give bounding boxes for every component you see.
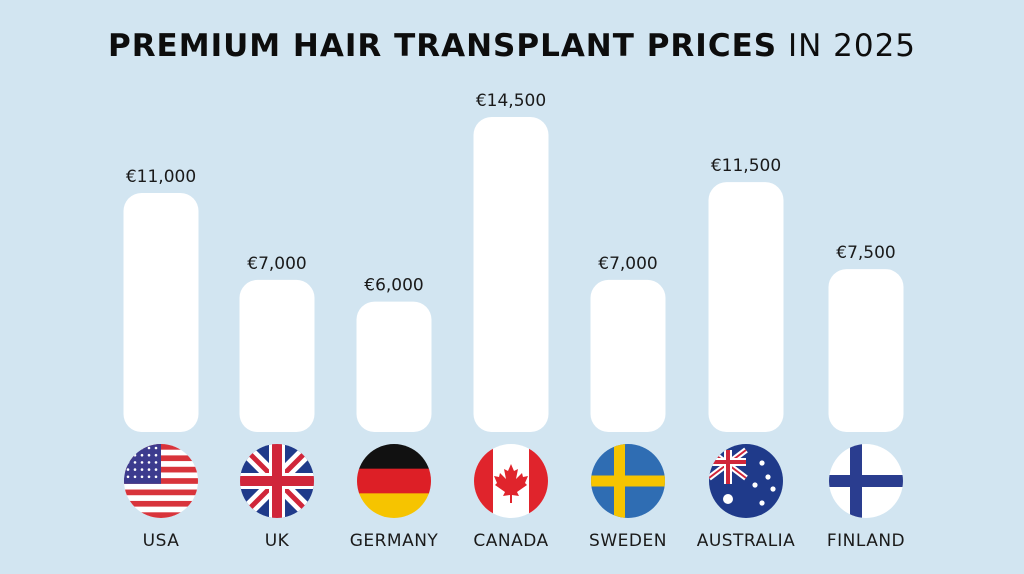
bar-sweden bbox=[590, 279, 666, 432]
category-label-australia: AUSTRALIA bbox=[697, 531, 796, 551]
bar-germany bbox=[356, 301, 432, 432]
australia-flag-icon bbox=[709, 444, 783, 518]
category-label-finland: FINLAND bbox=[827, 531, 905, 551]
sweden-flag-icon bbox=[591, 444, 665, 518]
value-label-sweden: €7,000 bbox=[598, 254, 657, 274]
value-label-canada: €14,500 bbox=[476, 91, 546, 111]
uk-flag-icon bbox=[240, 444, 314, 518]
value-label-finland: €7,500 bbox=[836, 243, 895, 263]
bar-canada bbox=[473, 117, 549, 432]
bar-australia bbox=[708, 182, 784, 432]
canada-flag-icon bbox=[474, 444, 548, 518]
bar-usa bbox=[123, 193, 199, 432]
category-label-uk: UK bbox=[265, 531, 290, 551]
bar-finland bbox=[828, 269, 904, 432]
category-label-usa: USA bbox=[143, 531, 180, 551]
value-label-uk: €7,000 bbox=[247, 254, 306, 274]
finland-flag-icon bbox=[829, 444, 903, 518]
bar-uk bbox=[239, 279, 315, 432]
category-label-sweden: SWEDEN bbox=[589, 531, 667, 551]
value-label-germany: €6,000 bbox=[364, 276, 423, 296]
chart-title: PREMIUM HAIR TRANSPLANT PRICES IN 2025 bbox=[0, 28, 1024, 64]
value-label-usa: €11,000 bbox=[126, 167, 196, 187]
category-label-germany: GERMANY bbox=[350, 531, 439, 551]
title-light: IN 2025 bbox=[787, 28, 917, 64]
title-bold: PREMIUM HAIR TRANSPLANT PRICES bbox=[107, 28, 778, 64]
germany-flag-icon bbox=[357, 444, 431, 518]
usa-flag-icon bbox=[124, 444, 198, 518]
value-label-australia: €11,500 bbox=[711, 156, 781, 176]
category-label-canada: CANADA bbox=[473, 531, 548, 551]
